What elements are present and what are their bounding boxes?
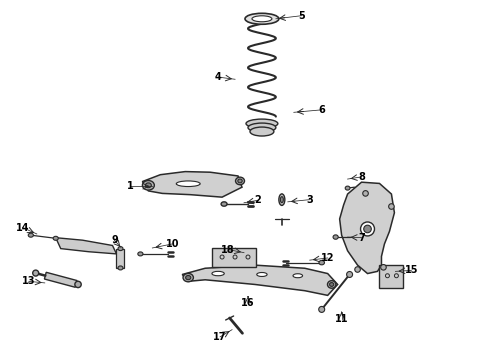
Circle shape [388, 204, 393, 209]
Ellipse shape [329, 283, 333, 286]
Ellipse shape [142, 180, 154, 190]
Ellipse shape [292, 274, 302, 278]
Ellipse shape [176, 181, 200, 186]
Ellipse shape [249, 127, 273, 136]
Ellipse shape [332, 235, 338, 239]
Ellipse shape [318, 260, 324, 265]
Text: 12: 12 [320, 253, 334, 263]
Polygon shape [339, 182, 394, 274]
Ellipse shape [237, 179, 242, 183]
Text: 5: 5 [298, 11, 305, 21]
Circle shape [354, 267, 360, 272]
Circle shape [362, 190, 367, 196]
Text: 15: 15 [404, 265, 417, 275]
Ellipse shape [183, 274, 193, 282]
Ellipse shape [278, 194, 285, 206]
Polygon shape [56, 238, 116, 254]
Ellipse shape [327, 281, 335, 288]
Polygon shape [142, 172, 242, 197]
Text: 16: 16 [241, 298, 254, 308]
Ellipse shape [280, 197, 283, 203]
Text: 14: 14 [16, 223, 30, 233]
Polygon shape [44, 272, 77, 287]
Ellipse shape [33, 270, 39, 276]
Text: 6: 6 [318, 105, 325, 115]
Polygon shape [116, 249, 124, 268]
Text: 1: 1 [127, 181, 134, 191]
Ellipse shape [318, 306, 324, 312]
Ellipse shape [345, 186, 349, 190]
Ellipse shape [247, 123, 275, 132]
Ellipse shape [251, 16, 271, 22]
Text: 4: 4 [214, 72, 221, 82]
Ellipse shape [53, 236, 58, 240]
Text: 9: 9 [111, 235, 118, 245]
Ellipse shape [118, 247, 122, 251]
Ellipse shape [145, 183, 151, 188]
Text: 3: 3 [306, 195, 312, 204]
Text: 8: 8 [357, 172, 364, 182]
Circle shape [363, 225, 370, 233]
Circle shape [360, 222, 374, 236]
Ellipse shape [256, 273, 266, 276]
Text: 17: 17 [213, 332, 226, 342]
Ellipse shape [75, 281, 81, 288]
Ellipse shape [244, 13, 278, 24]
Ellipse shape [211, 271, 224, 276]
Polygon shape [379, 265, 403, 288]
Text: 2: 2 [254, 195, 261, 205]
Polygon shape [212, 248, 255, 267]
Text: 10: 10 [165, 239, 179, 249]
Text: 13: 13 [22, 276, 36, 286]
Text: 18: 18 [221, 244, 234, 255]
Ellipse shape [235, 177, 244, 185]
Ellipse shape [185, 275, 190, 280]
Ellipse shape [118, 266, 122, 270]
Ellipse shape [28, 233, 33, 237]
Text: 11: 11 [334, 314, 347, 324]
Polygon shape [182, 265, 337, 295]
Ellipse shape [221, 202, 226, 206]
Circle shape [380, 265, 386, 270]
Ellipse shape [245, 119, 277, 128]
Text: 7: 7 [357, 233, 364, 243]
Ellipse shape [138, 252, 142, 256]
Ellipse shape [346, 271, 352, 278]
